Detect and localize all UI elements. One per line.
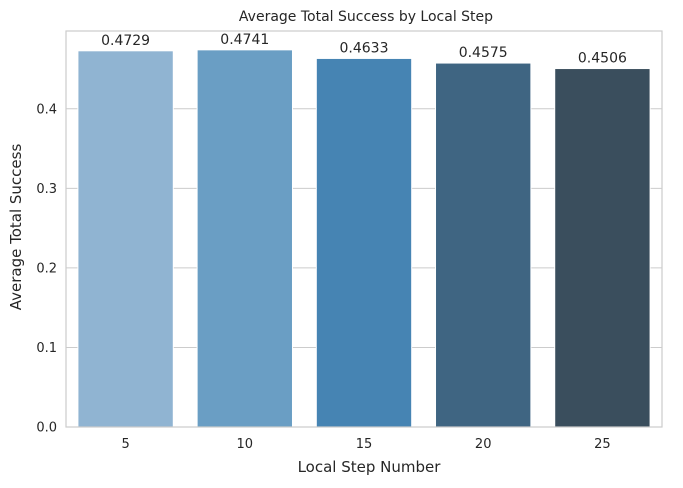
bar <box>435 62 532 428</box>
x-tick-label: 5 <box>121 437 129 452</box>
y-tick-label: 0.1 <box>36 341 57 356</box>
bar <box>196 49 293 428</box>
x-tick-label: 25 <box>594 437 611 452</box>
data-label: 0.4575 <box>459 45 508 61</box>
y-tick-label: 0.3 <box>36 182 57 197</box>
data-label: 0.4633 <box>340 40 389 56</box>
axis-layer: 0.0 0.1 0.2 0.3 0.4 5 10 15 20 25 <box>36 30 663 452</box>
bar <box>554 68 651 428</box>
axes-frame <box>65 30 663 428</box>
x-tick-label: 15 <box>356 437 373 452</box>
data-label: 0.4741 <box>220 32 269 48</box>
y-tick-label: 0.4 <box>36 102 57 117</box>
x-axis-label: Local Step Number <box>298 458 442 476</box>
data-label: 0.4729 <box>101 33 150 49</box>
x-tick-label: 20 <box>475 437 492 452</box>
data-label-layer: 0.4729 0.4741 0.4633 0.4575 0.4506 <box>101 32 627 67</box>
bar <box>315 57 413 428</box>
bar-layer <box>77 49 651 428</box>
y-tick-label: 0.2 <box>36 261 57 276</box>
x-tick-label: 10 <box>237 437 254 452</box>
y-tick-label: 0.0 <box>36 421 57 436</box>
chart-title: Average Total Success by Local Step <box>239 9 493 25</box>
bar <box>77 50 174 428</box>
y-axis-label: Average Total Success <box>7 144 25 311</box>
data-label: 0.4506 <box>578 51 627 67</box>
